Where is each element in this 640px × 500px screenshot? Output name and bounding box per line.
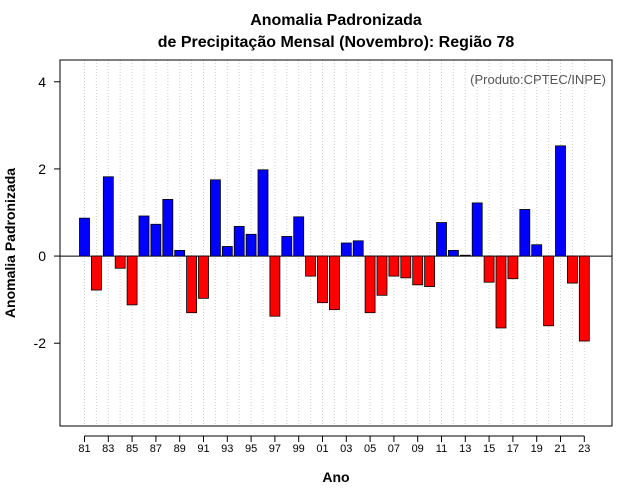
bar-1988 [162, 199, 174, 257]
x-tick-label: 95 [245, 443, 257, 455]
bar-2005 [364, 255, 376, 314]
x-tick-label: 99 [293, 443, 305, 455]
x-tick-label: 97 [269, 443, 281, 455]
x-tick-label: 81 [78, 443, 90, 455]
y-tick-label: 2 [38, 161, 46, 177]
bar-2008 [400, 255, 412, 279]
bar-2021 [555, 145, 566, 257]
bar-2002 [328, 255, 340, 311]
bar-1985 [126, 255, 138, 306]
source-annotation: (Produto:CPTEC/INPE) [470, 72, 606, 87]
bar-2014 [471, 202, 483, 257]
bar-2020 [543, 255, 554, 327]
x-tick-label: 87 [150, 443, 162, 455]
bar-2013 [459, 254, 471, 257]
bar-1987 [150, 223, 162, 257]
bar-1997 [269, 255, 281, 317]
bar-1984 [114, 255, 126, 269]
x-tick-label: 23 [578, 443, 590, 455]
bar-2011 [436, 222, 447, 257]
bar-2018 [519, 209, 531, 257]
bar-1990 [186, 255, 198, 314]
bar-1983 [102, 176, 114, 257]
bar-2012 [447, 250, 459, 257]
bar-1996 [257, 169, 269, 257]
bar-2004 [352, 240, 364, 257]
bar-1993 [221, 246, 233, 257]
x-tick-label: 15 [483, 443, 495, 455]
x-axis: 81 83 85 87 89 91 93 95 97 99 01 03 05 07 09 11 13 15 17 19… [78, 435, 590, 455]
x-tick-label: 91 [197, 443, 209, 455]
x-tick-label: 09 [412, 443, 424, 455]
bar-2009 [412, 255, 424, 286]
x-tick-label: 83 [102, 443, 114, 455]
bar-2010 [424, 255, 436, 287]
bar-2001 [317, 255, 328, 304]
plot-frame [59, 59, 613, 427]
bars [79, 145, 590, 342]
x-tick-label: 93 [221, 443, 233, 455]
bar-2023 [578, 255, 590, 342]
bar-1995 [245, 233, 257, 257]
bar-2015 [483, 255, 495, 283]
bar-1998 [281, 236, 293, 257]
bar-1981 [79, 217, 90, 257]
y-axis: -2 0 2 4 [34, 74, 60, 351]
x-tick-label: 17 [507, 443, 519, 455]
x-tick-label: 19 [531, 443, 543, 455]
x-axis-title: Ano [322, 469, 349, 485]
bar-1992 [209, 179, 221, 257]
x-tick-label: 11 [436, 443, 447, 455]
bar-2006 [376, 255, 388, 296]
x-tick-label: 85 [126, 443, 138, 455]
bar-2000 [305, 255, 317, 277]
x-tick-label: 21 [554, 443, 566, 455]
bar-2003 [340, 242, 352, 257]
x-tick-label: 89 [174, 443, 186, 455]
y-tick-label: 0 [38, 248, 46, 264]
chart-subtitle: de Precipitação Mensal (Novembro): Regiã… [158, 34, 515, 51]
bar-1994 [233, 226, 245, 257]
x-tick-label: 05 [364, 443, 376, 455]
x-tick-label: 13 [459, 443, 471, 455]
y-axis-title: Anomalia Padronizada [2, 168, 18, 318]
bar-1989 [174, 250, 186, 257]
bar-2017 [507, 255, 519, 280]
bar-2019 [531, 244, 543, 257]
bar-2007 [388, 255, 400, 277]
y-tick-label: 4 [38, 74, 46, 90]
bar-1999 [293, 216, 305, 257]
x-tick-label: 07 [388, 443, 400, 455]
chart-title: Anomalia Padronizada [250, 12, 422, 29]
bar-2022 [567, 255, 578, 284]
bar-2016 [495, 255, 507, 329]
bar-1991 [198, 255, 209, 299]
x-tick-label: 03 [340, 443, 352, 455]
y-tick-label: -2 [34, 335, 47, 351]
bar-1982 [91, 255, 102, 291]
x-tick-label: 01 [316, 443, 328, 455]
bar-1986 [138, 215, 150, 257]
